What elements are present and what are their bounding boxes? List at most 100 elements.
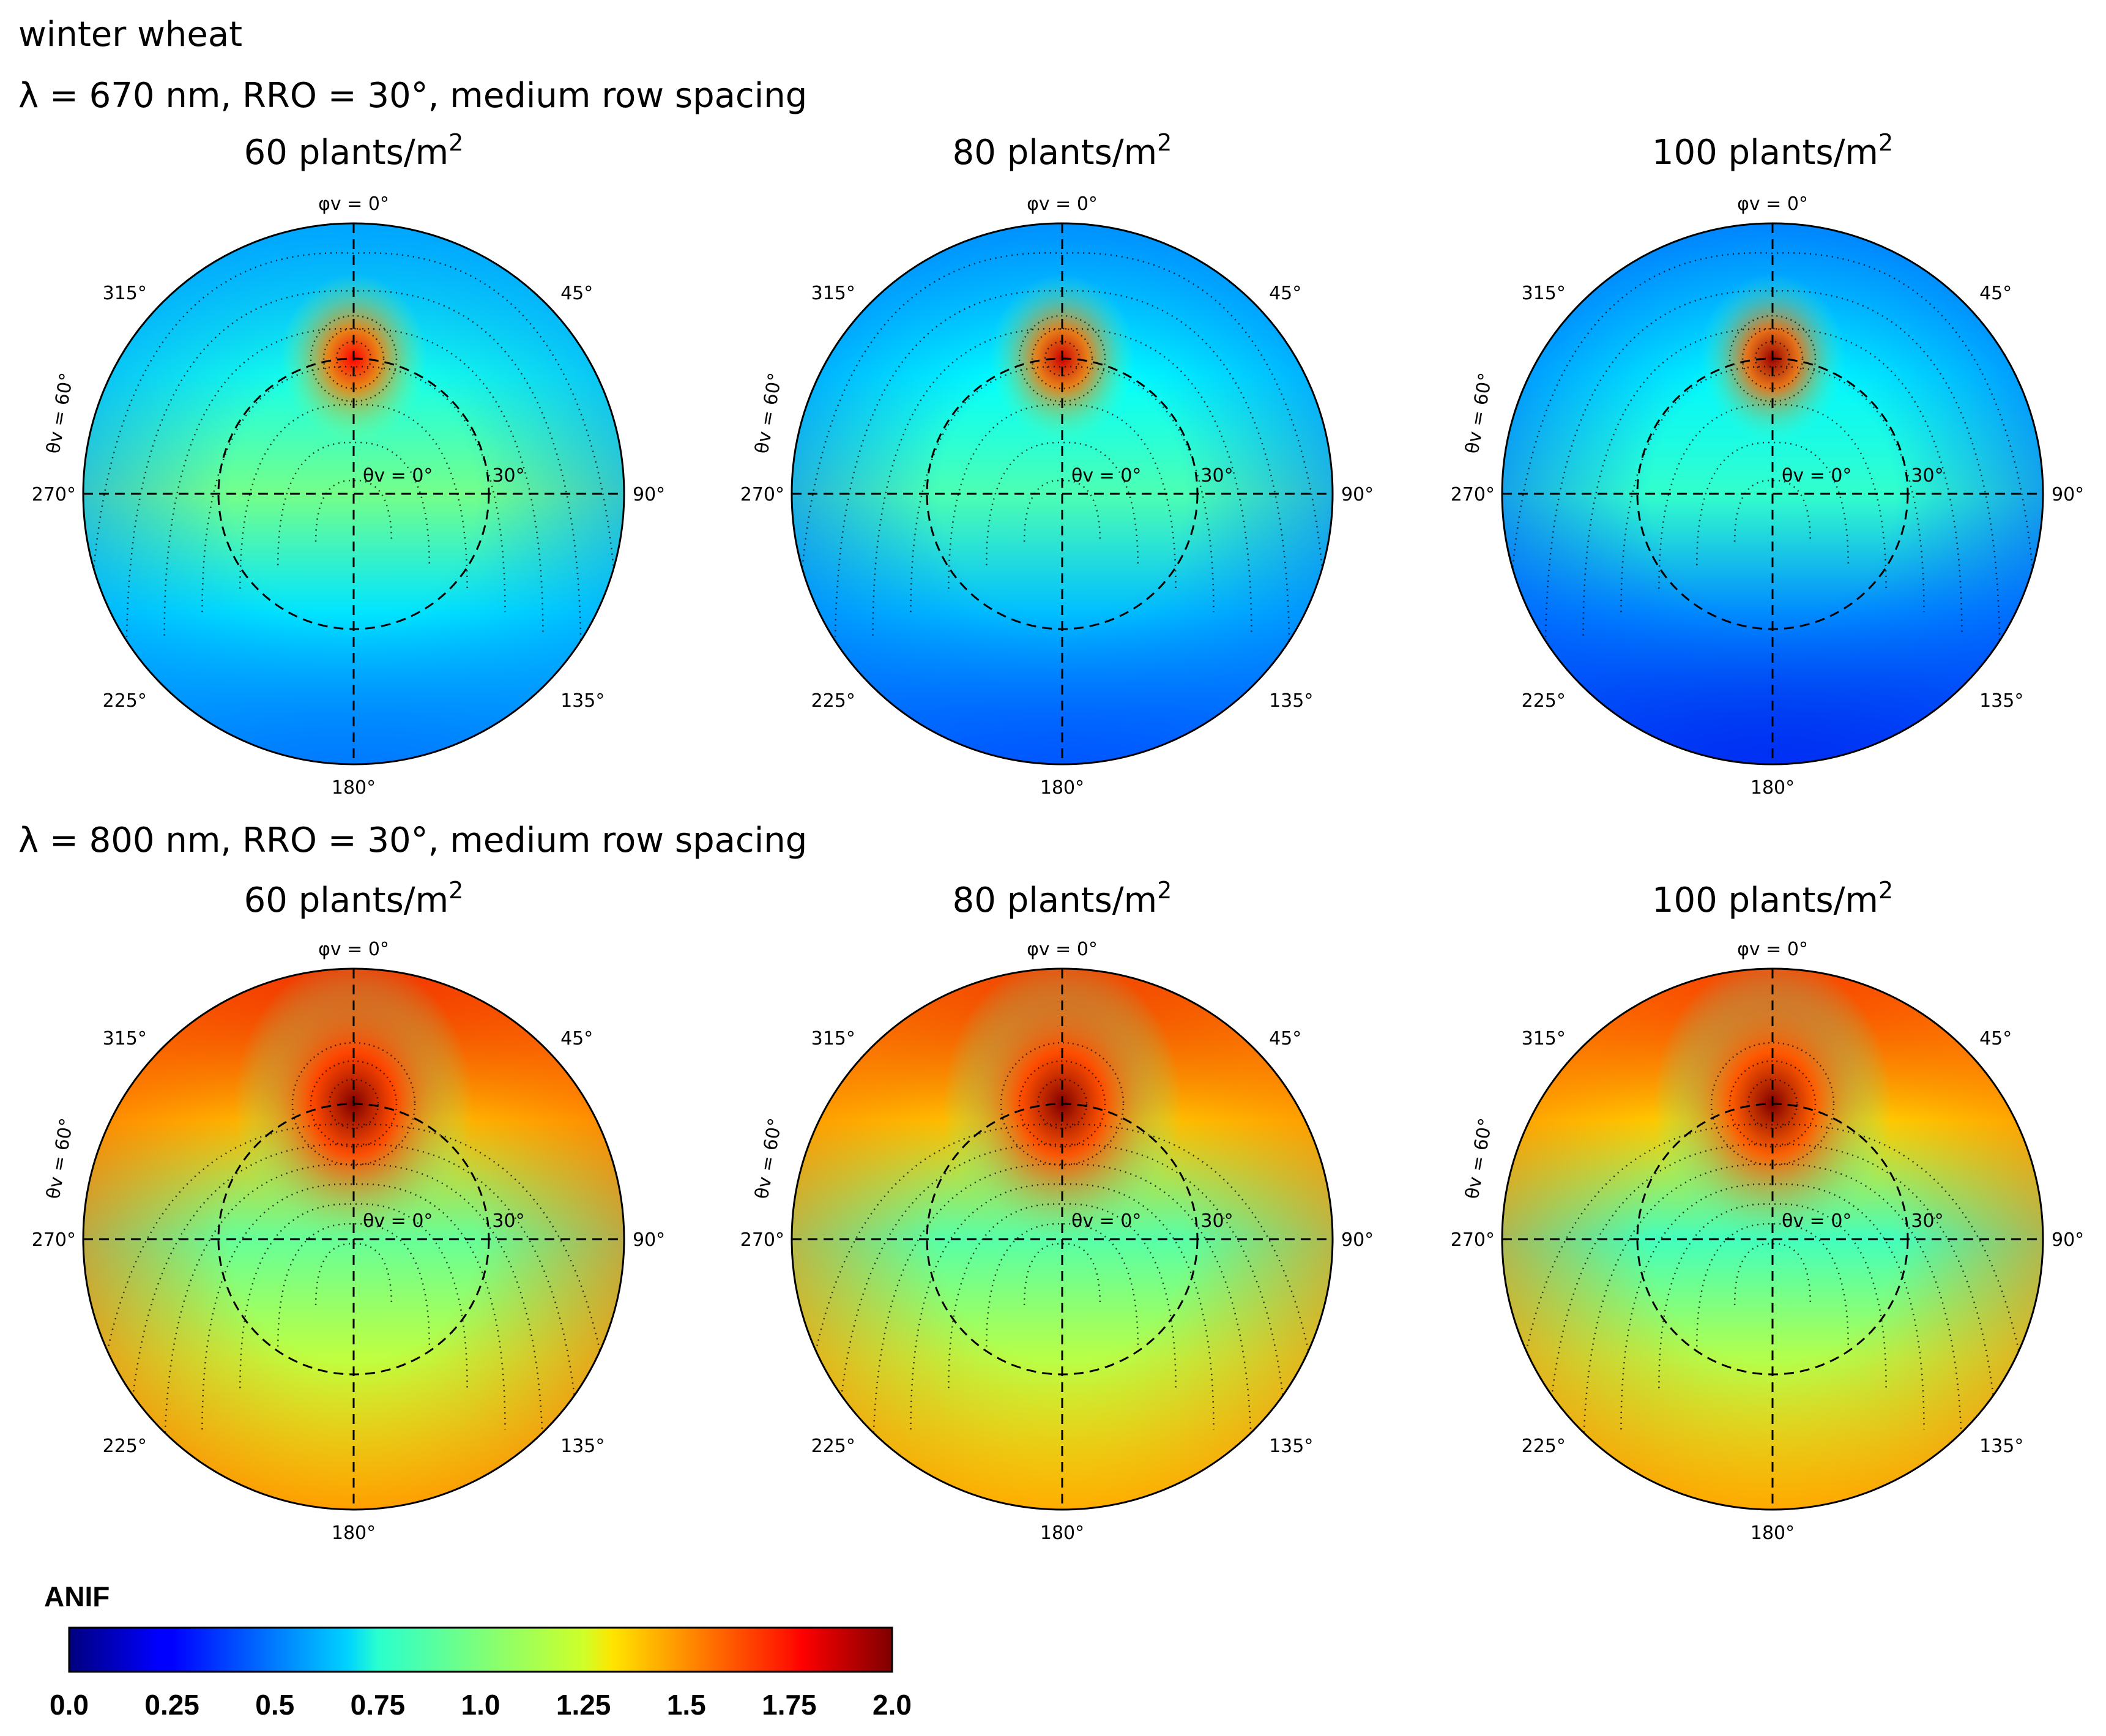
label-270: 270°: [1451, 1229, 1495, 1251]
contour-line: [310, 315, 398, 403]
label-180: 180°: [332, 777, 376, 799]
panel-title: 100 plants/m2: [1652, 129, 1893, 173]
label-theta-0: θv = 0°: [363, 465, 433, 486]
colorbar: ANIF 0.0 0.25 0.5 0.75 1.0 1.25 1.5 1.75 2.0: [44, 1581, 912, 1721]
panel-title: 60 plants/m2: [244, 129, 464, 173]
contour-line: [1036, 1078, 1088, 1130]
contour-line: [1741, 327, 1804, 390]
contour-line: [872, 327, 1252, 636]
label-45: 45°: [1269, 1028, 1301, 1049]
contour-line: [277, 441, 431, 565]
label-270: 270°: [740, 484, 784, 505]
label-180: 180°: [1751, 777, 1795, 799]
contour-line: [985, 1223, 1139, 1347]
label-45: 45°: [1979, 283, 2012, 304]
figure-title: winter wheat: [18, 15, 242, 54]
panel-title: 80 plants/m2: [953, 129, 1172, 173]
label-theta-0: θv = 0°: [1071, 465, 1141, 486]
contour-line: [1018, 315, 1106, 403]
label-45: 45°: [1979, 1028, 2012, 1049]
label-180: 180°: [332, 1522, 376, 1544]
label-270: 270°: [32, 484, 76, 505]
contour-line: [796, 252, 1328, 683]
colorbar-tick-label: 0.75: [351, 1689, 406, 1721]
contour-line: [1018, 1060, 1106, 1148]
contour-line: [1695, 1223, 1850, 1347]
polar-panel-1-1: 80 plants/m2 φv = 0° 315° 45° 270° 90° 225° 135…: [740, 877, 1374, 1544]
contour-line: [985, 441, 1139, 565]
colorbar-tick-label: 0.0: [50, 1689, 89, 1721]
label-225: 225°: [1522, 690, 1566, 712]
theta-30-ring: [1636, 1103, 1909, 1376]
label-theta-60: θv = 60°: [43, 1117, 78, 1201]
contour-line: [1506, 1123, 2039, 1510]
polar-outline: [1501, 967, 2044, 1511]
colorbar-tick-label: 1.75: [762, 1689, 817, 1721]
colorbar-title: ANIF: [44, 1581, 110, 1612]
colorbar-tick-label: 1.0: [461, 1689, 500, 1721]
label-theta-0: θv = 0°: [363, 1210, 433, 1232]
label-315: 315°: [103, 283, 147, 304]
label-315: 315°: [1522, 283, 1566, 304]
label-90: 90°: [633, 484, 665, 505]
colorbar-tick-label: 0.5: [255, 1689, 294, 1721]
contour-line: [872, 1163, 1252, 1471]
label-45: 45°: [560, 283, 593, 304]
theta-30-ring: [926, 357, 1199, 630]
label-270: 270°: [32, 1229, 76, 1251]
label-225: 225°: [103, 1436, 147, 1457]
label-phi-0: φv = 0°: [1027, 939, 1098, 960]
label-135: 135°: [1979, 690, 2023, 712]
label-45: 45°: [1269, 283, 1301, 304]
label-theta-30: 30°: [1200, 465, 1233, 486]
label-phi-0: φv = 0°: [1027, 193, 1098, 215]
label-315: 315°: [811, 283, 855, 304]
polar-panel-1-2: 100 plants/m2 φv = 0° 315° 45° 270° 90° 225° 13…: [1451, 877, 2084, 1544]
polar-outline: [791, 967, 1334, 1511]
label-135: 135°: [560, 690, 605, 712]
contour-line: [291, 1041, 416, 1166]
contour-line: [1728, 315, 1817, 403]
contour-line: [335, 340, 372, 377]
label-180: 180°: [1040, 777, 1084, 799]
label-225: 225°: [103, 690, 147, 712]
label-90: 90°: [1341, 1229, 1374, 1251]
contour-line: [163, 327, 544, 636]
colorbar-tick-label: 0.25: [144, 1689, 199, 1721]
label-225: 225°: [1522, 1436, 1566, 1457]
label-theta-0: θv = 0°: [1782, 1210, 1851, 1232]
label-180: 180°: [1040, 1522, 1084, 1544]
contour-line: [1728, 1060, 1817, 1148]
polar-outline: [1501, 222, 2044, 766]
label-phi-0: φv = 0°: [318, 193, 389, 215]
label-theta-0: θv = 0°: [1071, 1210, 1141, 1232]
label-theta-30: 30°: [1200, 1210, 1233, 1232]
contour-line: [1582, 327, 1963, 636]
row-title-670: λ = 670 nm, RRO = 30°, medium row spacin…: [18, 76, 807, 116]
contour-line: [1031, 327, 1093, 390]
label-315: 315°: [103, 1028, 147, 1049]
label-270: 270°: [1451, 484, 1495, 505]
label-45: 45°: [560, 1028, 593, 1049]
contour-line: [1506, 252, 2039, 683]
label-90: 90°: [1341, 484, 1374, 505]
contour-line: [322, 327, 385, 390]
panel-title: 60 plants/m2: [244, 877, 464, 920]
colorbar-tick-label: 1.5: [667, 1689, 706, 1721]
contour-line: [796, 1123, 1328, 1510]
contour-line: [1044, 340, 1081, 377]
polar-outline: [82, 967, 625, 1511]
label-135: 135°: [1269, 690, 1313, 712]
label-90: 90°: [2052, 484, 2084, 505]
contour-line: [1710, 1041, 1835, 1166]
label-theta-30: 30°: [492, 465, 524, 486]
polar-panels: 60 plants/m2 φv = 0° 315° 45° 270° 90° 225° 135…: [32, 129, 2084, 1544]
label-315: 315°: [811, 1028, 855, 1049]
label-90: 90°: [633, 1229, 665, 1251]
label-225: 225°: [811, 690, 855, 712]
label-theta-60: θv = 60°: [751, 1117, 787, 1201]
panel-title: 100 plants/m2: [1652, 877, 1893, 920]
contour-line: [1695, 441, 1850, 565]
label-135: 135°: [560, 1436, 605, 1457]
label-315: 315°: [1522, 1028, 1566, 1049]
